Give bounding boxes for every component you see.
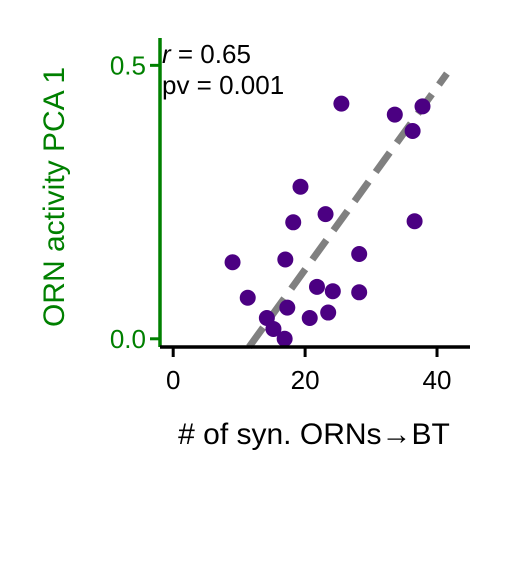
data-point-8 — [292, 178, 309, 195]
annotation-pv: pv = 0.001 — [162, 70, 284, 100]
points-layer — [224, 95, 431, 347]
x-axis-label: # of syn. ORNs→BT — [178, 418, 450, 451]
data-point-12 — [320, 304, 337, 321]
x-tick-label-2: 40 — [423, 365, 452, 395]
fit-line — [246, 71, 450, 350]
data-point-6 — [279, 299, 296, 316]
y-axis-label: ORN activity PCA 1 — [38, 67, 71, 327]
data-point-1 — [239, 289, 256, 306]
fit-line-layer — [246, 71, 450, 350]
data-point-15 — [351, 246, 368, 263]
annotation-r: r = 0.65 — [162, 39, 251, 69]
axes-layer: 0 20 40 0.0 0.5 — [110, 38, 470, 395]
data-point-16 — [351, 284, 368, 301]
data-point-9 — [301, 310, 318, 327]
data-point-14 — [333, 95, 350, 112]
data-point-0 — [224, 254, 241, 271]
y-tick-label-1: 0.5 — [110, 50, 146, 80]
x-tick-label-1: 20 — [291, 365, 320, 395]
y-tick-label-0: 0.0 — [110, 324, 146, 354]
data-point-4 — [276, 330, 293, 347]
annotation-r-value: = 0.65 — [171, 39, 251, 69]
data-point-13 — [324, 283, 341, 300]
data-point-3 — [265, 320, 282, 337]
x-tick-label-0: 0 — [166, 365, 180, 395]
data-point-7 — [285, 214, 302, 231]
data-point-5 — [277, 251, 294, 268]
annotation-r-symbol: r — [162, 39, 172, 69]
data-point-10 — [308, 278, 325, 295]
data-point-17 — [386, 106, 403, 123]
data-point-11 — [317, 206, 334, 223]
data-point-18 — [404, 122, 421, 139]
data-point-20 — [414, 98, 431, 115]
data-point-19 — [406, 213, 423, 230]
